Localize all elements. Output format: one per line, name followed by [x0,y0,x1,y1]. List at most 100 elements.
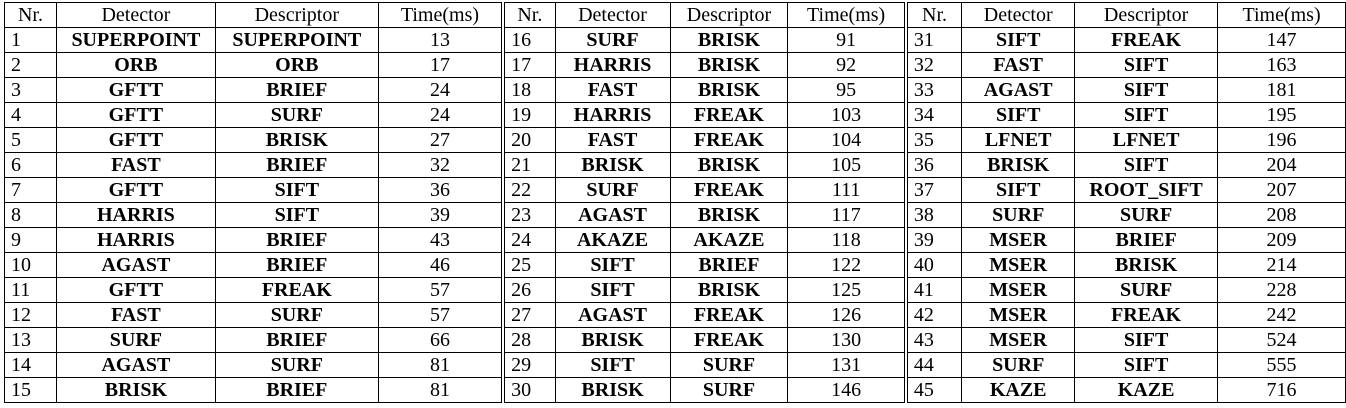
cell-detector: SURF [961,352,1076,378]
cell-descriptor: SIFT [214,202,379,228]
cell-nr: 44 [903,352,963,378]
table-row: 10 AGAST BRIEF 46 25 SIFT BRIEF 122 40 MSER BRISK 2… [4,252,1346,278]
header-time: Time(ms) [787,2,907,28]
cell-time: 27 [377,127,504,153]
cell-detector: SIFT [961,27,1076,53]
cell-descriptor: SURF [1074,202,1219,228]
cell-nr: 37 [903,177,963,203]
cell-nr: 33 [903,77,963,103]
cell-nr: 1 [4,27,57,53]
table-row: 2 ORB ORB 17 17 HARRIS BRISK 92 32 FAST SIFT 163 [4,52,1346,78]
cell-nr: 39 [903,227,963,253]
cell-time: 716 [1217,377,1346,403]
cell-detector: SIFT [554,352,671,378]
cell-time: 126 [787,302,907,328]
cell-time: 196 [1217,127,1346,153]
cell-descriptor: BRISK [669,77,789,103]
cell-descriptor: BRISK [669,277,789,303]
cell-time: 117 [787,202,907,228]
cell-nr: 18 [501,77,556,103]
cell-nr: 35 [903,127,963,153]
cell-nr: 4 [4,102,57,128]
table-row: 13 SURF BRIEF 66 28 BRISK FREAK 130 43 MSER SIFT 52… [4,327,1346,353]
cell-time: 228 [1217,277,1346,303]
cell-detector: AGAST [55,352,216,378]
cell-descriptor: FREAK [669,127,789,153]
cell-time: 122 [787,252,907,278]
cell-descriptor: FREAK [214,277,379,303]
cell-descriptor: SUPERPOINT [214,27,379,53]
cell-nr: 23 [501,202,556,228]
cell-detector: GFTT [55,177,216,203]
cell-time: 13 [377,27,504,53]
table-row: 14 AGAST SURF 81 29 SIFT SURF 131 44 SURF SIFT 555 [4,352,1346,378]
cell-nr: 43 [903,327,963,353]
header-descriptor: Descriptor [669,2,789,28]
cell-detector: MSER [961,277,1076,303]
cell-time: 105 [787,152,907,178]
cell-time: 146 [787,377,907,403]
table-row: 1 SUPERPOINT SUPERPOINT 13 16 SURF BRISK 91 31 SI… [4,27,1346,53]
cell-nr: 24 [501,227,556,253]
cell-nr: 12 [4,302,57,328]
cell-time: 36 [377,177,504,203]
header-time: Time(ms) [377,2,504,28]
cell-detector: SIFT [554,252,671,278]
cell-nr: 31 [903,27,963,53]
cell-time: 66 [377,327,504,353]
cell-time: 131 [787,352,907,378]
header-row: Nr. Detector Descriptor Time(ms) Nr. Det… [4,2,1346,28]
cell-detector: KAZE [961,377,1076,403]
cell-nr: 14 [4,352,57,378]
cell-nr: 20 [501,127,556,153]
cell-descriptor: FREAK [1074,27,1219,53]
table-row: 5 GFTT BRISK 27 20 FAST FREAK 104 35 LFNET LFNET 19… [4,127,1346,153]
cell-descriptor: BRIEF [669,252,789,278]
cell-nr: 40 [903,252,963,278]
cell-descriptor: SURF [1074,277,1219,303]
cell-nr: 26 [501,277,556,303]
cell-time: 24 [377,102,504,128]
cell-nr: 8 [4,202,57,228]
cell-detector: LFNET [961,127,1076,153]
cell-descriptor: SIFT [1074,352,1219,378]
cell-detector: ORB [55,52,216,78]
cell-time: 81 [377,352,504,378]
cell-time: 91 [787,27,907,53]
cell-time: 32 [377,152,504,178]
cell-nr: 11 [4,277,57,303]
cell-descriptor: FREAK [669,302,789,328]
cell-descriptor: FREAK [669,327,789,353]
cell-descriptor: ORB [214,52,379,78]
cell-nr: 21 [501,152,556,178]
cell-nr: 36 [903,152,963,178]
table-row: 15 BRISK BRIEF 81 30 BRISK SURF 146 45 KAZE KAZE 71… [4,377,1346,403]
cell-detector: SIFT [961,102,1076,128]
cell-detector: MSER [961,327,1076,353]
cell-time: 118 [787,227,907,253]
cell-detector: BRISK [554,327,671,353]
cell-detector: HARRIS [55,227,216,253]
cell-time: 104 [787,127,907,153]
header-nr: Nr. [501,2,556,28]
cell-nr: 22 [501,177,556,203]
cell-nr: 9 [4,227,57,253]
cell-descriptor: AKAZE [669,227,789,253]
cell-detector: SIFT [554,277,671,303]
cell-descriptor: FREAK [669,102,789,128]
cell-descriptor: SIFT [1074,52,1219,78]
cell-time: 92 [787,52,907,78]
cell-time: 130 [787,327,907,353]
cell-time: 163 [1217,52,1346,78]
cell-nr: 25 [501,252,556,278]
cell-nr: 41 [903,277,963,303]
cell-descriptor: SURF [214,102,379,128]
table-row: 3 GFTT BRIEF 24 18 FAST BRISK 95 33 AGAST SIFT 181 [4,77,1346,103]
cell-time: 555 [1217,352,1346,378]
cell-time: 195 [1217,102,1346,128]
cell-descriptor: BRIEF [214,327,379,353]
cell-descriptor: KAZE [1074,377,1219,403]
cell-detector: FAST [554,127,671,153]
cell-descriptor: SIFT [1074,77,1219,103]
cell-time: 103 [787,102,907,128]
